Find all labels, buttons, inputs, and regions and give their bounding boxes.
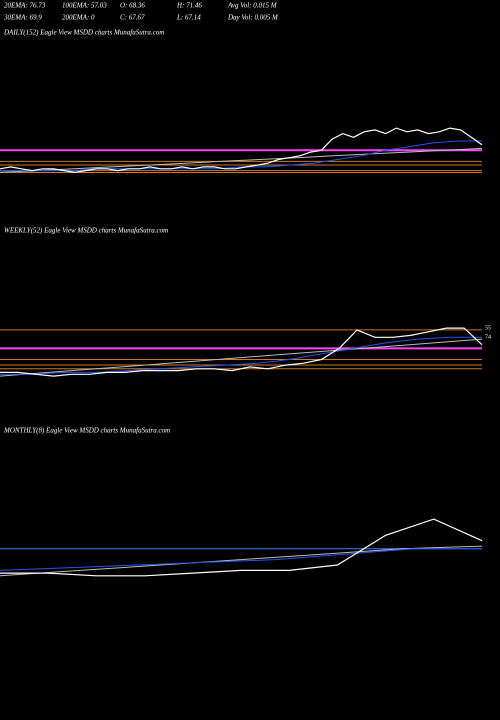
header-item: Avg Vol: 0.015 M <box>227 2 278 10</box>
price-line <box>0 338 483 377</box>
header-item: L: 67.14 <box>176 14 201 22</box>
level-label: 74 <box>485 334 491 340</box>
price-line <box>0 336 482 375</box>
price-line <box>0 548 482 571</box>
header-item: C: 67.67 <box>120 14 145 22</box>
panel-title: WEEKLY(52) Eagle View MSDD charts Munafa… <box>4 227 168 235</box>
price-line <box>0 518 483 577</box>
header-item: 100EMA: 57.03 <box>62 2 107 10</box>
price-line <box>0 140 482 172</box>
panel-title: MONTHLY(8) Eagle View MSDD charts Munafa… <box>3 427 170 435</box>
level-label: 55 <box>485 325 491 331</box>
price-line <box>0 147 483 173</box>
header-item: H: 71.46 <box>176 2 202 10</box>
price-line <box>0 545 483 577</box>
price-line <box>0 127 483 174</box>
header-item: O: 68.36 <box>120 2 145 10</box>
price-line <box>0 327 483 377</box>
header-item: 30EMA: 69.9 <box>3 14 42 22</box>
header-item: 20EMA: 76.73 <box>4 2 46 10</box>
header-item: 200EMA: 0 <box>62 14 95 22</box>
panel-title: DAILY(152) Eagle View MSDD charts Munafa… <box>3 29 164 37</box>
header-item: Day Vol: 0.005 M <box>227 14 279 22</box>
